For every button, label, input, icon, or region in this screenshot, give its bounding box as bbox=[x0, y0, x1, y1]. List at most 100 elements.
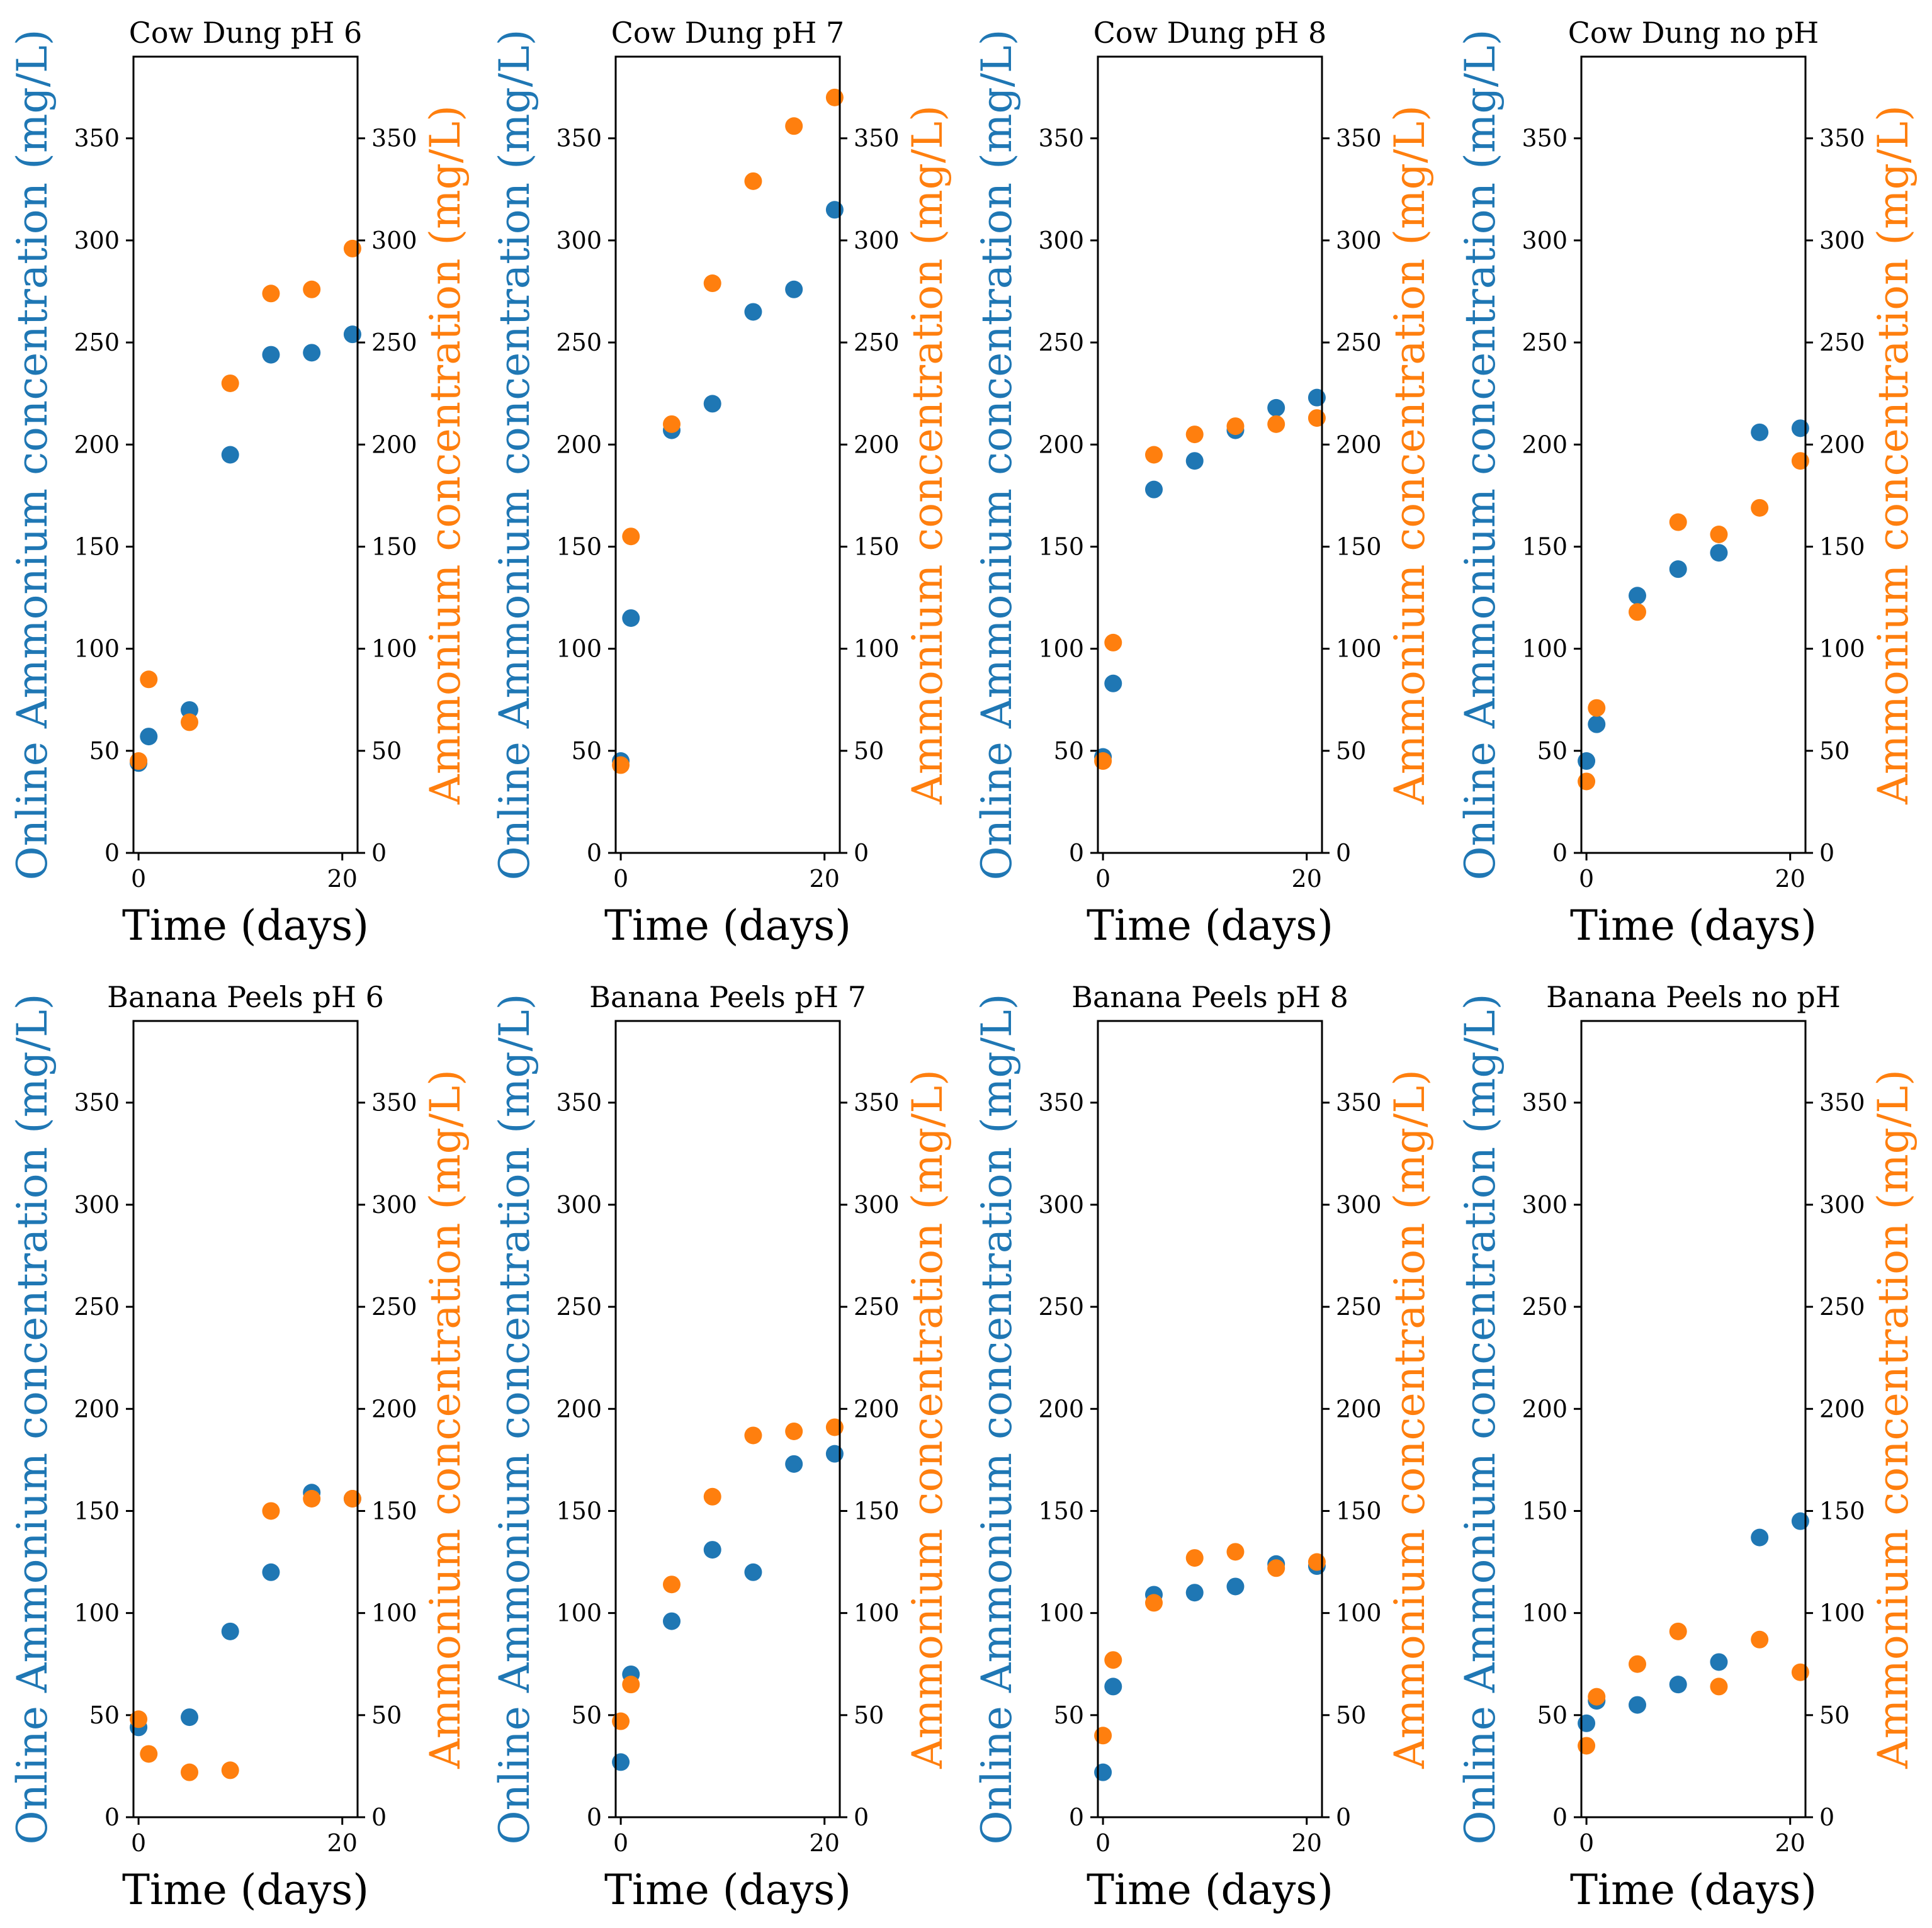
ammonium-point bbox=[744, 172, 762, 190]
y-tick-label-left: 100 bbox=[556, 635, 602, 663]
ammonium-point bbox=[1104, 1651, 1122, 1669]
y-tick-label-left: 350 bbox=[74, 1089, 120, 1117]
x-axis-label: Time (days) bbox=[604, 1866, 851, 1914]
y-tick-label-right: 0 bbox=[371, 1803, 387, 1831]
y-tick-label-right: 50 bbox=[1819, 1701, 1850, 1729]
y-tick-label-right: 200 bbox=[1336, 431, 1382, 458]
online-ammonium-point bbox=[663, 1612, 681, 1630]
ammonium-point bbox=[221, 374, 239, 392]
y-tick-label-right: 50 bbox=[1336, 1701, 1366, 1729]
x-tick-label: 0 bbox=[1095, 1829, 1110, 1857]
y-tick-label-right: 0 bbox=[1819, 1803, 1834, 1831]
online-ammonium-point bbox=[1226, 1577, 1245, 1596]
subplot-title: Cow Dung pH 8 bbox=[1093, 16, 1327, 50]
online-ammonium-point bbox=[343, 325, 361, 344]
plot-frame bbox=[1580, 55, 1807, 854]
x-axis-label: Time (days) bbox=[604, 901, 851, 950]
y-tick-label-left: 0 bbox=[105, 839, 120, 867]
y-tick-label-right: 200 bbox=[854, 1395, 900, 1423]
online-ammonium-point bbox=[1629, 587, 1646, 605]
y-tick-label-left: 50 bbox=[1537, 1701, 1568, 1729]
y-tick-label-left: 100 bbox=[556, 1599, 602, 1627]
y-tick-label-left: 250 bbox=[74, 1293, 120, 1321]
plot-frame bbox=[1580, 1020, 1807, 1818]
online-ammonium-point bbox=[140, 728, 158, 746]
x-tick-label: 0 bbox=[1579, 1829, 1594, 1857]
y-tick-label-left: 0 bbox=[1069, 1803, 1084, 1831]
x-tick-label: 20 bbox=[810, 865, 840, 893]
y-axis-label-left: Online Ammonium concentration (mg/L) bbox=[8, 993, 57, 1844]
ammonium-point bbox=[622, 1676, 640, 1694]
ammonium-point bbox=[622, 527, 640, 546]
y-tick-label-right: 0 bbox=[1336, 1803, 1351, 1831]
online-ammonium-point bbox=[1094, 1763, 1112, 1781]
online-ammonium-point bbox=[1185, 1584, 1204, 1602]
y-tick-label-right: 350 bbox=[371, 1089, 417, 1117]
ammonium-point bbox=[130, 752, 148, 770]
online-ammonium-point bbox=[744, 1563, 762, 1581]
online-ammonium-point bbox=[262, 1563, 280, 1581]
y-tick-label-right: 300 bbox=[371, 1191, 417, 1219]
ammonium-point bbox=[1094, 752, 1112, 770]
y-tick-label-left: 150 bbox=[74, 1497, 120, 1525]
y-tick-label-right: 150 bbox=[1336, 533, 1382, 560]
y-tick-label-left: 250 bbox=[1522, 1293, 1568, 1321]
y-tick-label-right: 100 bbox=[1819, 635, 1865, 663]
y-tick-label-right: 300 bbox=[854, 227, 900, 254]
y-axis-label-left: Online Ammonium concentration (mg/L) bbox=[973, 993, 1021, 1844]
online-ammonium-point bbox=[221, 446, 239, 464]
y-axis-label-left: Online Ammonium concentration (mg/L) bbox=[1456, 29, 1505, 880]
y-tick-label-right: 100 bbox=[1336, 1599, 1382, 1627]
y-tick-label-right: 300 bbox=[1819, 227, 1865, 254]
online-ammonium-point bbox=[262, 346, 280, 364]
y-tick-label-right: 300 bbox=[1336, 1191, 1382, 1219]
x-axis-label: Time (days) bbox=[1570, 901, 1817, 950]
y-tick-label-left: 250 bbox=[1038, 329, 1084, 356]
x-tick-label: 20 bbox=[1775, 865, 1805, 893]
online-ammonium-point bbox=[785, 1455, 803, 1473]
online-ammonium-point bbox=[744, 303, 762, 321]
subplot-title: Cow Dung no pH bbox=[1568, 16, 1819, 50]
y-tick-label-right: 150 bbox=[1819, 533, 1865, 560]
y-axis-label-right: Ammonium concentration (mg/L) bbox=[1386, 105, 1434, 805]
y-tick-label-left: 100 bbox=[74, 1599, 120, 1627]
x-axis-label: Time (days) bbox=[1087, 1866, 1333, 1914]
y-tick-label-right: 50 bbox=[1336, 737, 1366, 765]
online-ammonium-point bbox=[221, 1622, 239, 1640]
online-ammonium-point bbox=[1669, 560, 1687, 578]
y-tick-label-left: 350 bbox=[1038, 125, 1084, 152]
y-tick-label-right: 200 bbox=[371, 1395, 417, 1423]
y-tick-label-left: 150 bbox=[1522, 1497, 1568, 1525]
ammonium-point bbox=[744, 1426, 762, 1445]
ammonium-point bbox=[1751, 499, 1769, 517]
ammonium-point bbox=[663, 1576, 681, 1594]
y-tick-label-left: 350 bbox=[1522, 125, 1568, 152]
ammonium-point bbox=[1588, 699, 1606, 717]
online-ammonium-point bbox=[622, 609, 640, 627]
x-tick-label: 20 bbox=[1775, 1829, 1805, 1857]
ammonium-point bbox=[785, 117, 803, 135]
y-tick-label-left: 150 bbox=[556, 1497, 602, 1525]
ammonium-point bbox=[1751, 1630, 1769, 1649]
y-tick-label-right: 50 bbox=[371, 1701, 402, 1729]
y-tick-label-right: 300 bbox=[1336, 227, 1382, 254]
ammonium-point bbox=[612, 756, 630, 774]
online-ammonium-point bbox=[1751, 1528, 1769, 1547]
y-axis-label-right: Ammonium concentration (mg/L) bbox=[1386, 1069, 1434, 1769]
plot-frame bbox=[132, 55, 359, 854]
ammonium-point bbox=[303, 1490, 321, 1508]
y-tick-label-right: 250 bbox=[1336, 1293, 1382, 1321]
y-tick-label-right: 350 bbox=[854, 125, 900, 152]
plot-frame bbox=[132, 1020, 359, 1818]
y-tick-label-left: 50 bbox=[572, 1701, 602, 1729]
y-tick-label-left: 50 bbox=[1537, 737, 1568, 765]
y-axis-label-left: Online Ammonium concentration (mg/L) bbox=[490, 993, 539, 1844]
y-tick-label-left: 350 bbox=[74, 125, 120, 152]
ammonium-point bbox=[703, 274, 721, 293]
y-tick-label-right: 50 bbox=[854, 737, 884, 765]
ammonium-point bbox=[181, 713, 198, 731]
subplot-title: Banana Peels pH 8 bbox=[1071, 980, 1348, 1014]
